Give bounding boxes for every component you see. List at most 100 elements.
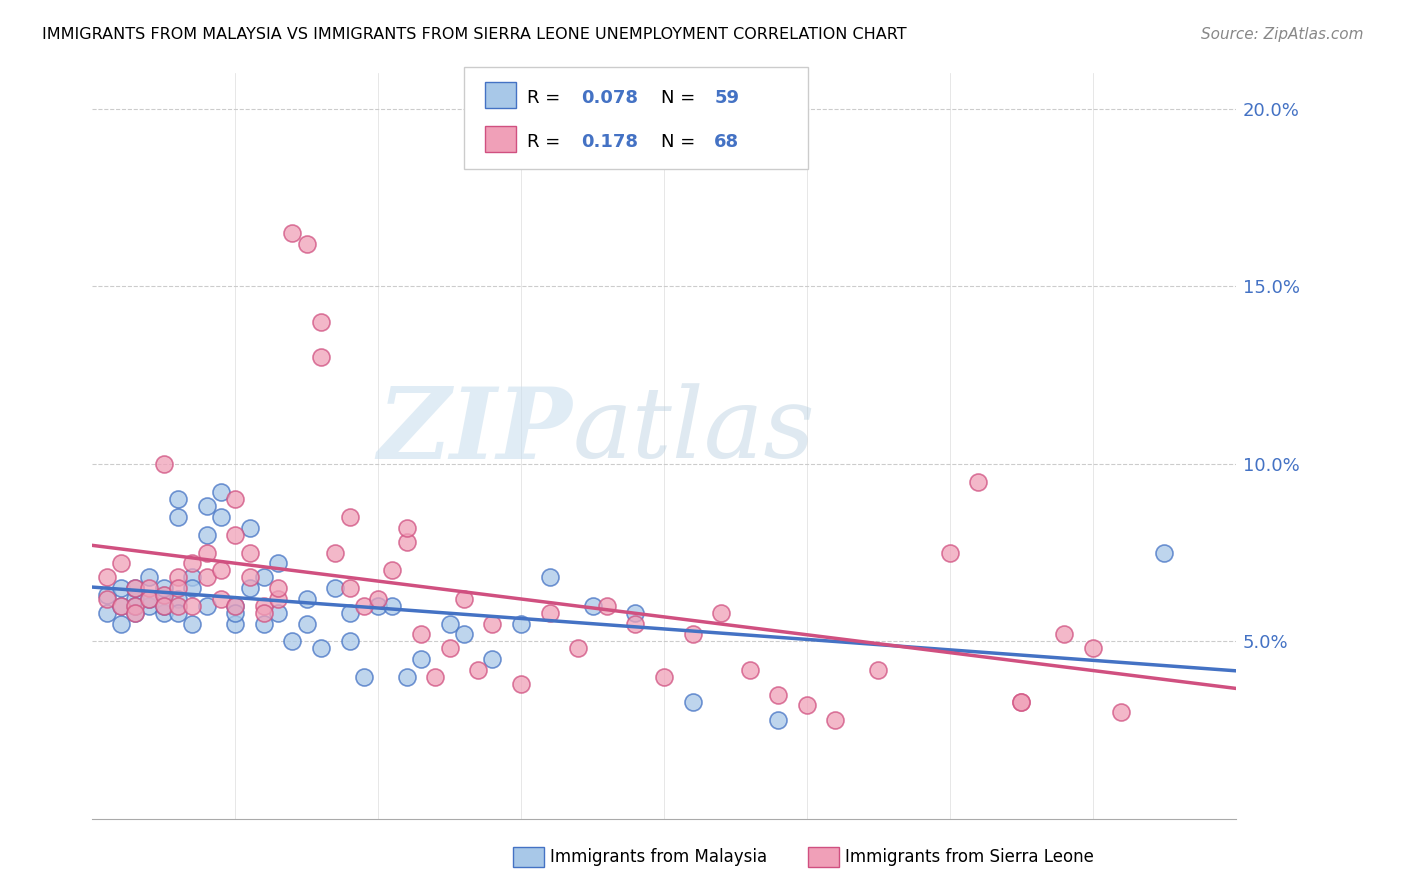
Point	[152, 581, 174, 595]
Point	[409, 627, 432, 641]
Point	[538, 570, 561, 584]
Point	[238, 521, 260, 535]
Point	[439, 616, 461, 631]
Point	[567, 641, 589, 656]
Point	[682, 695, 704, 709]
Point	[96, 606, 118, 620]
Text: Immigrants from Sierra Leone: Immigrants from Sierra Leone	[845, 848, 1094, 866]
Text: 0.178: 0.178	[581, 133, 638, 151]
Point	[138, 581, 160, 595]
Point	[409, 652, 432, 666]
Point	[209, 485, 232, 500]
Point	[167, 591, 190, 606]
Point	[652, 670, 675, 684]
Point	[181, 556, 204, 570]
Point	[381, 563, 404, 577]
Text: R =: R =	[527, 88, 567, 106]
Point	[152, 599, 174, 613]
Point	[167, 581, 190, 595]
Point	[596, 599, 619, 613]
Point	[224, 599, 246, 613]
Point	[181, 599, 204, 613]
Point	[768, 688, 790, 702]
Point	[238, 570, 260, 584]
Point	[353, 670, 375, 684]
Point	[510, 616, 533, 631]
Point	[152, 457, 174, 471]
Point	[224, 599, 246, 613]
Point	[167, 510, 190, 524]
Point	[339, 606, 361, 620]
Point	[425, 670, 447, 684]
Point	[439, 641, 461, 656]
Point	[138, 570, 160, 584]
Point	[624, 606, 647, 620]
Point	[353, 599, 375, 613]
Point	[682, 627, 704, 641]
Point	[224, 616, 246, 631]
Point	[738, 663, 761, 677]
Point	[96, 591, 118, 606]
Point	[481, 652, 503, 666]
Text: ZIP: ZIP	[378, 383, 572, 479]
Point	[453, 591, 475, 606]
Point	[295, 591, 318, 606]
Point	[453, 627, 475, 641]
Point	[1053, 627, 1076, 641]
Point	[939, 545, 962, 559]
Point	[138, 599, 160, 613]
Point	[253, 599, 276, 613]
Point	[110, 556, 132, 570]
Text: Source: ZipAtlas.com: Source: ZipAtlas.com	[1201, 27, 1364, 42]
Point	[152, 606, 174, 620]
Point	[309, 641, 332, 656]
Point	[124, 591, 146, 606]
Point	[195, 545, 218, 559]
Point	[124, 599, 146, 613]
Point	[309, 350, 332, 364]
Point	[768, 713, 790, 727]
Point	[195, 528, 218, 542]
Point	[138, 591, 160, 606]
Point	[339, 581, 361, 595]
Point	[181, 570, 204, 584]
Point	[367, 599, 389, 613]
Point	[96, 588, 118, 602]
Point	[96, 570, 118, 584]
Text: R =: R =	[527, 133, 567, 151]
Point	[195, 500, 218, 514]
Point	[253, 570, 276, 584]
Point	[267, 556, 290, 570]
Text: 68: 68	[714, 133, 740, 151]
Point	[110, 616, 132, 631]
Point	[124, 606, 146, 620]
Point	[395, 521, 418, 535]
Point	[367, 591, 389, 606]
Point	[224, 492, 246, 507]
Text: IMMIGRANTS FROM MALAYSIA VS IMMIGRANTS FROM SIERRA LEONE UNEMPLOYMENT CORRELATIO: IMMIGRANTS FROM MALAYSIA VS IMMIGRANTS F…	[42, 27, 907, 42]
Point	[181, 616, 204, 631]
Point	[267, 606, 290, 620]
Point	[195, 570, 218, 584]
Point	[152, 588, 174, 602]
Point	[323, 545, 346, 559]
Point	[238, 545, 260, 559]
Point	[395, 670, 418, 684]
Point	[624, 616, 647, 631]
Point	[124, 606, 146, 620]
Point	[467, 663, 489, 677]
Point	[138, 591, 160, 606]
Text: N =: N =	[661, 133, 700, 151]
Point	[295, 236, 318, 251]
Point	[124, 599, 146, 613]
Point	[323, 581, 346, 595]
Point	[209, 563, 232, 577]
Point	[309, 315, 332, 329]
Text: 59: 59	[714, 88, 740, 106]
Point	[581, 599, 603, 613]
Point	[295, 616, 318, 631]
Point	[281, 634, 304, 648]
Point	[167, 606, 190, 620]
Point	[195, 599, 218, 613]
Point	[152, 599, 174, 613]
